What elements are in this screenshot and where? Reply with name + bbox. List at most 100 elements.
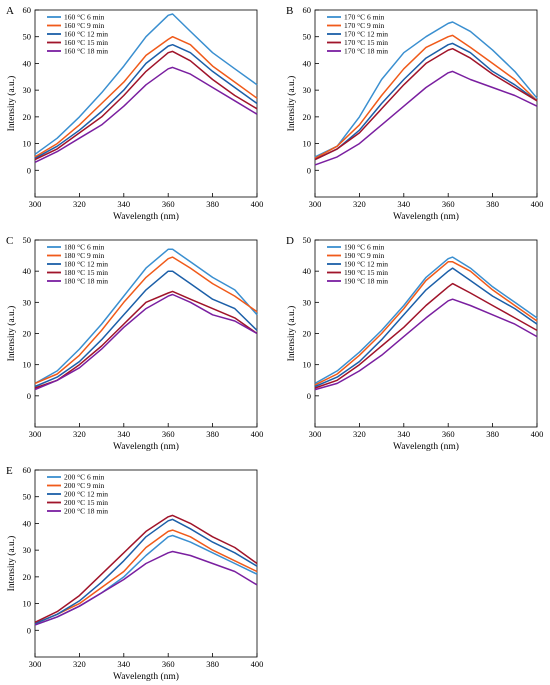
y-tick-label: 40: [23, 58, 32, 68]
panel-letter: C: [6, 235, 13, 247]
legend-label: 170 °C 15 min: [344, 38, 388, 47]
x-tick-label: 300: [309, 429, 322, 439]
series-line: [314, 267, 538, 388]
y-tick-label: 50: [23, 32, 32, 42]
x-tick-label: 380: [206, 429, 219, 439]
x-tick-label: 320: [353, 429, 366, 439]
x-tick-label: 320: [73, 659, 86, 669]
legend-label: 180 °C 12 min: [64, 260, 108, 269]
legend-label: 190 °C 18 min: [344, 277, 388, 286]
legend-label: 200 °C 12 min: [64, 490, 108, 499]
chart-panel-a: A 300 320 340 360 380 400 0 10 20 30 40 50 60 Waveleng…: [0, 0, 270, 225]
series-line: [314, 256, 538, 385]
y-tick-label: 50: [303, 32, 312, 42]
legend-label: 180 °C 9 min: [64, 251, 105, 260]
x-tick-label: 400: [251, 429, 264, 439]
series-line: [34, 13, 258, 155]
y-tick-label: 20: [303, 112, 312, 122]
plot-frame: [314, 9, 538, 198]
x-tick-label: 380: [486, 199, 499, 209]
y-tick-label: 0: [27, 165, 31, 175]
y-axis-title: Intensity (a.u.): [6, 306, 17, 362]
series-line: [34, 529, 258, 625]
chart-panel-b: B 300 320 340 360 380 400 0 10 20 30 40 50 60 Waveleng…: [280, 0, 550, 225]
series-line: [34, 518, 258, 625]
x-tick-label: 380: [486, 429, 499, 439]
series-line: [34, 66, 258, 163]
series-line: [314, 42, 538, 161]
y-tick-label: 50: [303, 235, 312, 245]
chart-panel-c: C 300 320 340 360 380 400 0 10 20 30 40 50 Wavelength…: [0, 230, 270, 455]
x-tick-label: 300: [29, 199, 42, 209]
y-tick-label: 30: [303, 297, 312, 307]
y-tick-label: 40: [23, 518, 32, 528]
x-axis-title: Wavelength (nm): [113, 211, 179, 222]
chart-svg: D 300 320 340 360 380 400 0 10 20 30 40 50 Wavelength…: [286, 235, 544, 452]
legend-label: 190 °C 9 min: [344, 251, 385, 260]
legend-label: 190 °C 12 min: [344, 260, 388, 269]
x-tick-label: 400: [531, 199, 544, 209]
x-tick-label: 320: [73, 429, 86, 439]
legend-label: 180 °C 18 min: [64, 277, 108, 286]
y-axis-title: Intensity (a.u.): [286, 76, 297, 132]
x-tick-label: 320: [353, 199, 366, 209]
panel-letter: B: [286, 5, 293, 17]
y-tick-label: 50: [23, 235, 32, 245]
legend-label: 190 °C 15 min: [344, 268, 388, 277]
y-axis-title: Intensity (a.u.): [6, 536, 17, 592]
y-tick-label: 20: [23, 572, 32, 582]
series-line: [34, 514, 258, 623]
legend-label: 200 °C 18 min: [64, 507, 108, 516]
chart-svg: B 300 320 340 360 380 400 0 10 20 30 40 50 60 Waveleng…: [286, 5, 544, 222]
x-axis-title: Wavelength (nm): [393, 211, 459, 222]
legend-label: 170 °C 9 min: [344, 21, 385, 30]
x-tick-label: 400: [251, 659, 264, 669]
x-axis-title: Wavelength (nm): [113, 671, 179, 682]
x-tick-label: 380: [206, 199, 219, 209]
series-line: [34, 270, 258, 388]
y-tick-label: 0: [307, 165, 311, 175]
x-tick-label: 400: [251, 199, 264, 209]
y-tick-label: 60: [303, 5, 312, 15]
x-tick-label: 360: [162, 429, 175, 439]
x-tick-label: 380: [206, 659, 219, 669]
series-line: [34, 35, 258, 158]
y-tick-label: 40: [303, 58, 312, 68]
series-line: [34, 248, 258, 385]
legend-label: 190 °C 6 min: [344, 243, 385, 252]
series-line: [314, 261, 538, 386]
y-tick-label: 30: [23, 545, 32, 555]
series-line: [314, 282, 538, 389]
y-tick-label: 60: [23, 5, 32, 15]
chart-panel-e: E 300 320 340 360 380 400 0 10 20 30 40 50 60 Waveleng…: [0, 460, 270, 685]
x-tick-label: 360: [442, 429, 455, 439]
series-line: [34, 290, 258, 389]
legend-label: 170 °C 12 min: [344, 30, 388, 39]
x-tick-label: 300: [309, 199, 322, 209]
series-line: [314, 70, 538, 166]
x-tick-label: 300: [29, 659, 42, 669]
x-tick-label: 340: [397, 429, 410, 439]
x-tick-label: 340: [117, 429, 130, 439]
y-tick-label: 10: [303, 139, 312, 149]
y-tick-label: 10: [23, 139, 32, 149]
y-tick-label: 10: [23, 599, 32, 609]
legend-label: 160 °C 12 min: [64, 30, 108, 39]
legend-label: 200 °C 15 min: [64, 498, 108, 507]
y-tick-label: 60: [23, 465, 32, 475]
legend-label: 160 °C 18 min: [64, 47, 108, 56]
x-tick-label: 300: [29, 429, 42, 439]
y-tick-label: 30: [23, 85, 32, 95]
x-tick-label: 400: [531, 429, 544, 439]
y-tick-label: 0: [27, 391, 31, 401]
y-tick-label: 20: [303, 329, 312, 339]
legend-label: 160 °C 6 min: [64, 13, 105, 22]
series-line: [34, 43, 258, 159]
x-tick-label: 360: [162, 199, 175, 209]
chart-svg: C 300 320 340 360 380 400 0 10 20 30 40 50 Wavelength…: [6, 235, 264, 452]
chart-svg: E 300 320 340 360 380 400 0 10 20 30 40 50 60 Waveleng…: [6, 465, 264, 682]
x-axis-title: Wavelength (nm): [393, 441, 459, 452]
series-line: [314, 21, 538, 158]
x-tick-label: 360: [442, 199, 455, 209]
x-tick-label: 360: [162, 659, 175, 669]
